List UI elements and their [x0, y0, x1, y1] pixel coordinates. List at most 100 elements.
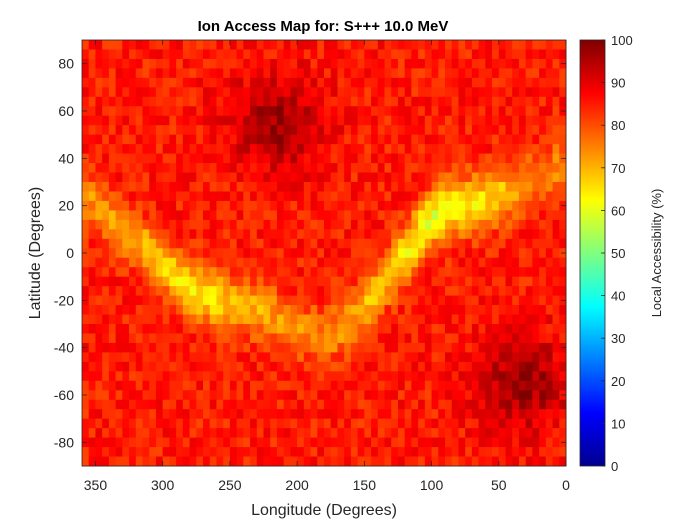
heatmap-cell [384, 238, 392, 249]
heatmap-cell [149, 257, 157, 268]
heatmap-cell [525, 115, 533, 126]
heatmap-cell [115, 134, 123, 145]
heatmap-cell [182, 267, 190, 278]
heatmap-cell [310, 333, 318, 344]
heatmap-cell [438, 257, 446, 268]
heatmap-cell [471, 399, 480, 410]
heatmap-cell [196, 125, 204, 136]
heatmap-cell [532, 77, 540, 88]
heatmap-cell [263, 361, 271, 372]
heatmap-cell [88, 172, 96, 183]
heatmap-cell [445, 125, 453, 136]
heatmap-cell [283, 324, 291, 334]
heatmap-cell [115, 144, 123, 154]
heatmap-cell [122, 361, 130, 372]
heatmap-cell [155, 58, 164, 69]
heatmap-cell [492, 409, 500, 420]
heatmap-cell [209, 125, 217, 136]
heatmap-cell [438, 286, 446, 296]
heatmap-cell [169, 182, 177, 192]
heatmap-cell [471, 314, 480, 325]
heatmap-cell [377, 163, 385, 173]
heatmap-cell [404, 87, 412, 98]
x-tick-label: 200 [285, 477, 309, 493]
heatmap-cell [142, 172, 150, 183]
heatmap-cell [203, 115, 211, 126]
heatmap-cell [357, 399, 365, 410]
heatmap-cell [391, 428, 399, 438]
heatmap-cell [216, 238, 224, 249]
heatmap-cell [377, 305, 385, 315]
heatmap-cell [471, 276, 480, 287]
heatmap-cell [203, 40, 211, 50]
heatmap-cell [108, 342, 117, 353]
heatmap-cell [250, 352, 258, 363]
heatmap-cell [330, 229, 338, 240]
heatmap-cell [283, 409, 291, 420]
heatmap-cell [115, 342, 123, 353]
heatmap-cell [350, 456, 359, 467]
heatmap-cell [371, 361, 379, 372]
heatmap-cell [229, 40, 238, 50]
heatmap-cell [552, 77, 560, 88]
heatmap-cell [424, 153, 432, 164]
heatmap-cell [142, 361, 150, 372]
heatmap-cell [344, 257, 352, 268]
heatmap-cell [122, 418, 130, 429]
heatmap-cell [465, 295, 473, 306]
heatmap-cell [317, 182, 325, 192]
heatmap-cell [465, 40, 473, 50]
heatmap-cell [438, 371, 446, 382]
heatmap-cell [102, 276, 110, 287]
heatmap-cell [532, 295, 540, 306]
heatmap-cell [397, 49, 406, 60]
heatmap-cell [297, 248, 305, 259]
heatmap-cell [276, 276, 285, 287]
heatmap-cell [532, 267, 540, 278]
heatmap-cell [95, 295, 103, 306]
heatmap-cell [263, 153, 271, 164]
heatmap-cell [471, 144, 480, 154]
heatmap-cell [310, 305, 318, 315]
heatmap-cell [135, 276, 143, 287]
heatmap-cell [438, 352, 446, 363]
heatmap-cell [317, 49, 325, 60]
heatmap-cell [276, 106, 285, 117]
heatmap-cell [243, 163, 251, 173]
heatmap-cell [189, 257, 197, 268]
heatmap-cell [236, 352, 244, 363]
heatmap-cell [276, 361, 285, 372]
heatmap-cell [115, 153, 123, 164]
heatmap-cell [95, 361, 103, 372]
heatmap-cell [438, 380, 446, 391]
heatmap-cell [303, 324, 311, 334]
heatmap-cell [492, 40, 500, 50]
heatmap-cell [478, 106, 486, 117]
heatmap-cell [404, 276, 412, 287]
heatmap-cell [465, 144, 473, 154]
heatmap-cell [532, 58, 540, 69]
heatmap-cell [445, 352, 453, 363]
heatmap-cell [303, 163, 311, 173]
heatmap-cell [276, 40, 285, 50]
heatmap-cell [404, 314, 412, 325]
heatmap-cell [424, 40, 432, 50]
heatmap-cell [108, 134, 117, 145]
heatmap-cell [512, 286, 520, 296]
heatmap-cell [155, 371, 164, 382]
heatmap-cell [122, 447, 130, 457]
heatmap-cell [135, 399, 143, 410]
heatmap-cell [330, 418, 338, 429]
heatmap-cell [216, 342, 224, 353]
heatmap-cell [95, 125, 103, 136]
heatmap-cell [324, 380, 332, 391]
heatmap-cell [297, 295, 305, 306]
heatmap-cell [357, 87, 365, 98]
heatmap-cell [135, 77, 143, 88]
heatmap-cell [445, 229, 453, 240]
heatmap-cell [108, 399, 117, 410]
heatmap-cell [236, 342, 244, 353]
heatmap-cell [176, 324, 184, 334]
heatmap-cell [270, 428, 278, 438]
heatmap-cell [270, 134, 278, 145]
